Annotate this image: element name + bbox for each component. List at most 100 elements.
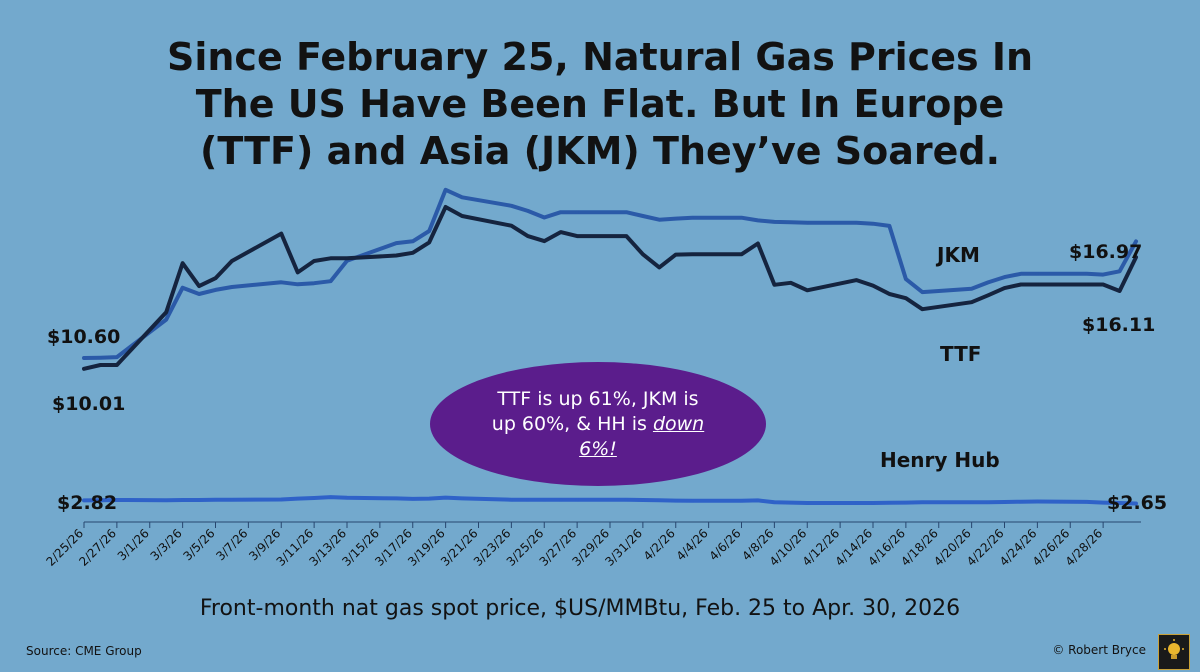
jkm-point [789, 220, 793, 224]
henry-hub-point [82, 498, 86, 502]
callout-main: TTF is up 61%, JKM is up 60%, & HH is [491, 387, 699, 435]
henry-hub-point [1019, 500, 1023, 504]
jkm-point [970, 287, 974, 291]
x-tick-label: 4/28/26 [1063, 526, 1106, 569]
jkm-point [1019, 272, 1023, 276]
henry-hub-start-value: $2.82 [57, 492, 117, 514]
jkm-point [164, 318, 168, 322]
jkm-point [575, 210, 579, 214]
series-henry-hub [82, 495, 1138, 506]
ttf-point [904, 296, 908, 300]
henry-hub-point [805, 501, 809, 505]
jkm-point [312, 281, 316, 285]
callout-bubble: TTF is up 61%, JKM is up 60%, & HH is do… [430, 362, 766, 486]
ttf-point [986, 293, 990, 297]
x-tick-label: 3/5/26 [180, 526, 217, 563]
ttf-point [1134, 255, 1138, 259]
jkm-point [82, 356, 86, 360]
henry-hub-point [312, 496, 316, 500]
ttf-point [920, 307, 924, 311]
x-tick-label: 4/4/26 [674, 526, 711, 563]
series-ttf [82, 205, 1138, 371]
henry-hub-point [674, 499, 678, 503]
henry-hub-point [1002, 500, 1007, 504]
jkm-point [213, 288, 218, 292]
henry-hub-point [641, 498, 645, 502]
jkm-point [739, 216, 744, 220]
henry-hub-end-value: $2.65 [1107, 492, 1167, 514]
ttf-point [1035, 282, 1039, 287]
jkm-line [82, 187, 1138, 360]
ttf-point [559, 230, 563, 234]
ttf-point [312, 259, 316, 263]
henry-hub-point [739, 499, 744, 503]
ttf-point [1118, 289, 1122, 293]
henry-hub-point [657, 498, 661, 502]
ttf-point [657, 265, 661, 269]
ttf-point [279, 232, 283, 236]
jkm-point [197, 292, 201, 296]
ttf-point [855, 278, 859, 282]
ttf-point [394, 253, 398, 258]
henry-hub-point [855, 501, 859, 505]
henry-hub-point [98, 498, 102, 502]
ttf-start-value: $10.01 [52, 393, 125, 415]
henry-hub-point [1118, 501, 1122, 505]
ttf-point [887, 292, 892, 296]
ttf-point [460, 214, 464, 218]
henry-hub-point [575, 498, 579, 502]
jkm-point [1118, 269, 1122, 273]
henry-hub-point [690, 499, 694, 503]
henry-hub-point [789, 501, 793, 505]
jkm-point [427, 229, 431, 233]
jkm-start-value: $10.60 [47, 326, 120, 348]
henry-hub-point [345, 496, 349, 500]
henry-hub-point [542, 498, 546, 502]
ttf-point [181, 261, 185, 265]
jkm-point [1085, 272, 1089, 276]
jkm-point [411, 239, 415, 243]
henry-hub-point [970, 500, 974, 504]
x-tick-label: 3/7/26 [213, 526, 250, 563]
ttf-point [509, 224, 513, 228]
ttf-point [82, 367, 86, 371]
title-line-1: Since February 25, Natural Gas Prices In [166, 35, 1034, 79]
henry-hub-point [526, 498, 530, 502]
ttf-point [329, 256, 333, 260]
jkm-point [805, 221, 809, 225]
x-tick-label: 3/31/26 [602, 526, 645, 569]
x-axis-ticks: 2/25/262/27/263/1/263/3/263/5/263/7/263/… [44, 522, 1106, 569]
x-axis-title: Front-month nat gas spot price, $US/MMBt… [199, 596, 961, 621]
ttf-point [624, 234, 629, 238]
henry-hub-point [1035, 499, 1039, 504]
henry-hub-point [197, 498, 201, 502]
jkm-point [329, 279, 333, 283]
jkm-point [920, 290, 924, 294]
jkm-point [279, 280, 283, 284]
x-tick-label: 2/27/26 [76, 526, 119, 569]
credit-note: © Robert Bryce [1052, 643, 1146, 657]
jkm-point [181, 286, 185, 290]
jkm-point [115, 355, 119, 359]
henry-hub-point [756, 498, 760, 502]
ttf-point [230, 259, 234, 263]
jkm-point [98, 356, 102, 360]
ttf-series-label: TTF [940, 342, 981, 366]
henry-hub-point [904, 501, 908, 505]
series-layer [82, 187, 1138, 506]
jkm-point [674, 217, 678, 221]
henry-hub-point [887, 501, 892, 505]
jkm-point [296, 282, 300, 286]
ttf-point [739, 252, 744, 256]
ttf-point [805, 288, 809, 292]
ttf-point [213, 276, 218, 280]
title-line-2: The US Have Been Flat. But In Europe [195, 82, 1005, 126]
ttf-point [296, 270, 300, 274]
henry-hub-point [986, 500, 990, 504]
ttf-point [1085, 282, 1089, 287]
jkm-point [624, 210, 629, 214]
jkm-point [394, 241, 398, 245]
henry-hub-point [329, 495, 333, 499]
ttf-point [756, 241, 760, 246]
henry-hub-point [624, 498, 629, 502]
